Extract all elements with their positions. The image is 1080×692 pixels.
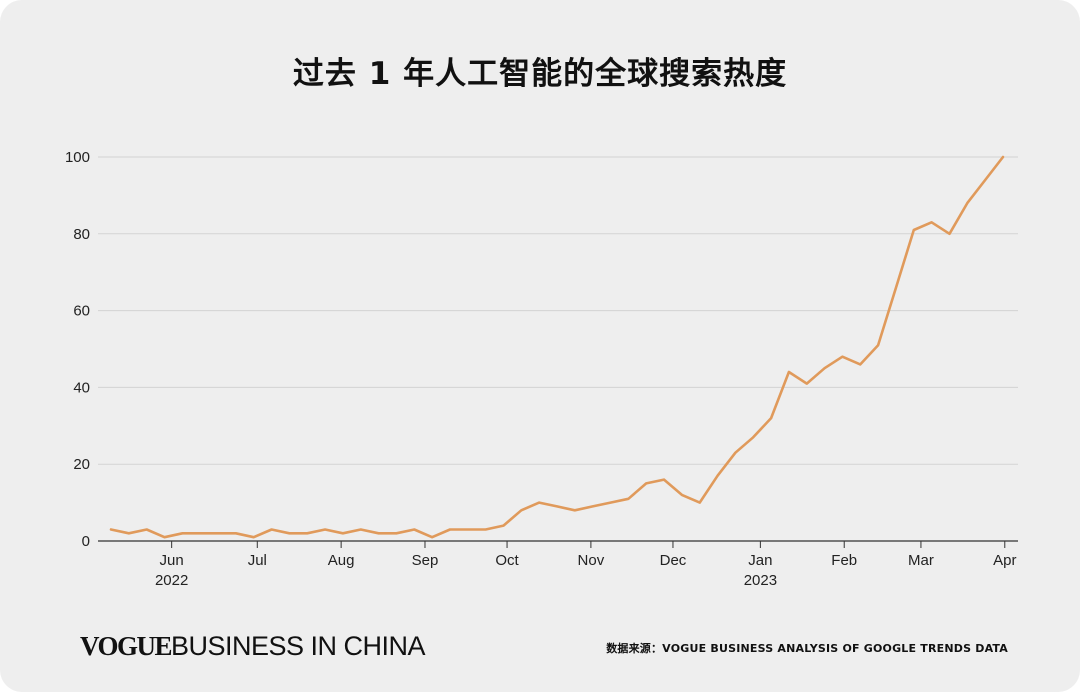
data-point bbox=[377, 532, 380, 535]
data-point bbox=[627, 498, 630, 501]
data-point bbox=[788, 371, 791, 374]
data-point bbox=[698, 501, 701, 504]
data-point bbox=[467, 528, 470, 531]
y-tick-label: 60 bbox=[73, 303, 90, 320]
y-axis-ticks: 0 20 40 60 80 100 bbox=[65, 149, 90, 550]
data-point bbox=[235, 532, 238, 535]
data-point bbox=[895, 286, 898, 289]
x-axis-ticks: Jun 2022 Jul Aug Sep Oct Nov Dec Jan 2023 Feb Mar Ap… bbox=[155, 541, 1016, 589]
x-tick-label: Apr bbox=[993, 552, 1016, 569]
x-tick-label: Sep bbox=[412, 552, 439, 569]
y-tick-label: 100 bbox=[65, 149, 90, 166]
data-point bbox=[913, 229, 916, 232]
data-point bbox=[716, 474, 719, 477]
data-point bbox=[948, 233, 951, 236]
data-point bbox=[806, 382, 809, 385]
data-point bbox=[199, 532, 202, 535]
x-tick-label: Feb bbox=[831, 552, 857, 569]
data-point bbox=[324, 528, 327, 531]
data-point bbox=[984, 179, 987, 182]
x-tick-label: Jan bbox=[748, 552, 772, 569]
data-point bbox=[609, 501, 612, 504]
data-point bbox=[163, 536, 166, 539]
data-point bbox=[484, 528, 487, 531]
data-point bbox=[645, 482, 648, 485]
data-point bbox=[859, 363, 862, 366]
data-point bbox=[306, 532, 309, 535]
grid-lines bbox=[98, 156, 1018, 465]
x-tick-label: Nov bbox=[578, 552, 605, 569]
data-point bbox=[413, 528, 416, 531]
data-point bbox=[181, 532, 184, 535]
data-point bbox=[770, 417, 773, 420]
logo-business-in-china: BUSINESS IN CHINA bbox=[170, 631, 426, 661]
data-point bbox=[520, 509, 523, 512]
data-point bbox=[449, 528, 452, 531]
x-tick-label: Oct bbox=[495, 552, 519, 569]
data-point bbox=[431, 536, 434, 539]
data-point bbox=[734, 451, 737, 454]
x-tick-label: Mar bbox=[908, 552, 934, 569]
y-tick-label: 80 bbox=[73, 226, 90, 243]
data-point bbox=[145, 528, 148, 531]
x-tick-label: Jul bbox=[248, 552, 267, 569]
brand-logo: VOGUEBUSINESS IN CHINA bbox=[80, 628, 426, 664]
data-point bbox=[752, 436, 755, 439]
data-point bbox=[681, 494, 684, 497]
y-tick-label: 20 bbox=[73, 456, 90, 473]
x-tick-label: Jun bbox=[160, 552, 184, 569]
data-point bbox=[270, 528, 273, 531]
series-line bbox=[109, 155, 1005, 539]
data-point bbox=[591, 505, 594, 508]
data-point bbox=[217, 532, 220, 535]
series-points bbox=[110, 156, 1005, 539]
data-point bbox=[342, 532, 345, 535]
data-point bbox=[288, 532, 291, 535]
x-tick-year-label: 2023 bbox=[744, 572, 777, 589]
x-tick-year-label: 2022 bbox=[155, 572, 188, 589]
data-source-note: 数据来源：VOGUE BUSINESS ANALYSIS OF GOOGLE T… bbox=[606, 642, 1008, 655]
data-point bbox=[502, 524, 505, 527]
y-tick-label: 0 bbox=[82, 533, 90, 550]
data-point bbox=[1002, 156, 1005, 159]
data-point bbox=[877, 344, 880, 347]
data-point bbox=[574, 509, 577, 512]
data-point bbox=[930, 221, 933, 224]
x-tick-label: Dec bbox=[660, 552, 687, 569]
data-point bbox=[966, 202, 969, 205]
data-point bbox=[663, 478, 666, 481]
chart-title: 过去 1 年人工智能的全球搜索热度 bbox=[292, 56, 788, 92]
data-point bbox=[395, 532, 398, 535]
y-tick-label: 40 bbox=[73, 379, 90, 396]
data-point bbox=[360, 528, 363, 531]
data-point bbox=[823, 367, 826, 370]
data-point bbox=[841, 355, 844, 358]
data-point bbox=[128, 532, 131, 535]
logo-vogue: VOGUE bbox=[80, 631, 172, 661]
data-point bbox=[556, 505, 559, 508]
data-point bbox=[538, 501, 541, 504]
data-point bbox=[252, 536, 255, 539]
data-point bbox=[110, 528, 113, 531]
x-tick-label: Aug bbox=[328, 552, 355, 569]
